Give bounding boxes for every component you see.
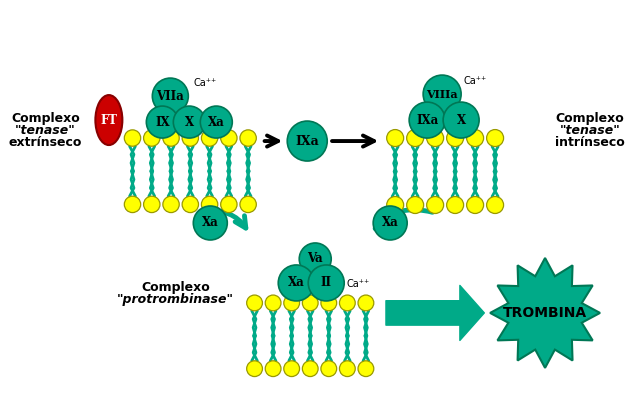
Ellipse shape bbox=[95, 95, 123, 145]
Circle shape bbox=[144, 196, 160, 213]
Circle shape bbox=[486, 130, 504, 147]
Text: intrínseco: intrínseco bbox=[555, 135, 625, 149]
Circle shape bbox=[443, 102, 479, 138]
Circle shape bbox=[409, 102, 445, 138]
Circle shape bbox=[201, 130, 218, 146]
Circle shape bbox=[406, 197, 424, 214]
Circle shape bbox=[221, 130, 237, 146]
Circle shape bbox=[265, 295, 281, 311]
Text: VIIa: VIIa bbox=[156, 90, 184, 102]
FancyArrowPatch shape bbox=[203, 211, 246, 228]
Circle shape bbox=[278, 265, 314, 301]
Text: Ca⁺⁺: Ca⁺⁺ bbox=[346, 279, 370, 289]
Circle shape bbox=[299, 243, 331, 275]
Text: "tenase": "tenase" bbox=[559, 123, 620, 137]
Circle shape bbox=[467, 197, 484, 214]
Text: Va: Va bbox=[307, 252, 323, 266]
Text: Xa: Xa bbox=[382, 216, 399, 230]
Circle shape bbox=[182, 130, 199, 146]
Circle shape bbox=[387, 197, 404, 214]
Circle shape bbox=[146, 106, 178, 138]
Text: Complexo: Complexo bbox=[141, 281, 210, 294]
Text: extrínseco: extrínseco bbox=[9, 135, 82, 149]
Text: IXa: IXa bbox=[295, 135, 319, 147]
Circle shape bbox=[240, 130, 257, 146]
Circle shape bbox=[373, 206, 407, 240]
Circle shape bbox=[152, 78, 189, 114]
Text: Complexo: Complexo bbox=[556, 112, 624, 125]
Circle shape bbox=[446, 197, 464, 214]
Text: TROMBINA: TROMBINA bbox=[503, 306, 587, 320]
Circle shape bbox=[182, 196, 199, 213]
Circle shape bbox=[246, 361, 262, 377]
Circle shape bbox=[240, 196, 257, 213]
Circle shape bbox=[406, 130, 424, 147]
Circle shape bbox=[201, 196, 218, 213]
Circle shape bbox=[427, 130, 444, 147]
Circle shape bbox=[124, 196, 141, 213]
Circle shape bbox=[221, 196, 237, 213]
Text: Complexo: Complexo bbox=[11, 112, 80, 125]
Circle shape bbox=[173, 106, 205, 138]
Text: Ca⁺⁺: Ca⁺⁺ bbox=[463, 76, 486, 86]
Circle shape bbox=[387, 130, 404, 147]
Circle shape bbox=[427, 197, 444, 214]
Circle shape bbox=[200, 106, 232, 138]
Circle shape bbox=[486, 197, 504, 214]
Circle shape bbox=[340, 295, 355, 311]
Circle shape bbox=[446, 130, 464, 147]
Text: "protrombinase": "protrombinase" bbox=[117, 293, 234, 306]
Text: Xa: Xa bbox=[288, 276, 305, 290]
Text: FT: FT bbox=[100, 114, 117, 126]
Circle shape bbox=[340, 361, 355, 377]
Polygon shape bbox=[490, 258, 600, 368]
Circle shape bbox=[467, 130, 484, 147]
FancyArrowPatch shape bbox=[375, 210, 432, 228]
Text: Ca⁺⁺: Ca⁺⁺ bbox=[193, 78, 217, 88]
Circle shape bbox=[287, 121, 327, 161]
Circle shape bbox=[284, 295, 300, 311]
Text: Xa: Xa bbox=[208, 116, 225, 128]
Text: VIIIa: VIIIa bbox=[426, 88, 458, 100]
Circle shape bbox=[163, 130, 179, 146]
Text: IX: IX bbox=[155, 116, 170, 128]
Circle shape bbox=[358, 361, 374, 377]
Circle shape bbox=[423, 75, 461, 113]
Circle shape bbox=[163, 196, 179, 213]
Circle shape bbox=[144, 130, 160, 146]
Circle shape bbox=[246, 295, 262, 311]
Circle shape bbox=[321, 295, 337, 311]
Circle shape bbox=[321, 361, 337, 377]
Circle shape bbox=[265, 361, 281, 377]
Text: "tenase": "tenase" bbox=[15, 123, 76, 137]
Text: IXa: IXa bbox=[416, 114, 438, 126]
Text: X: X bbox=[457, 114, 465, 126]
Circle shape bbox=[124, 130, 141, 146]
Circle shape bbox=[284, 361, 300, 377]
Circle shape bbox=[358, 295, 374, 311]
Circle shape bbox=[308, 265, 344, 301]
Circle shape bbox=[193, 206, 227, 240]
Text: Xa: Xa bbox=[202, 216, 218, 230]
Circle shape bbox=[302, 361, 318, 377]
Text: II: II bbox=[321, 276, 331, 290]
Circle shape bbox=[302, 295, 318, 311]
Text: X: X bbox=[185, 116, 194, 128]
